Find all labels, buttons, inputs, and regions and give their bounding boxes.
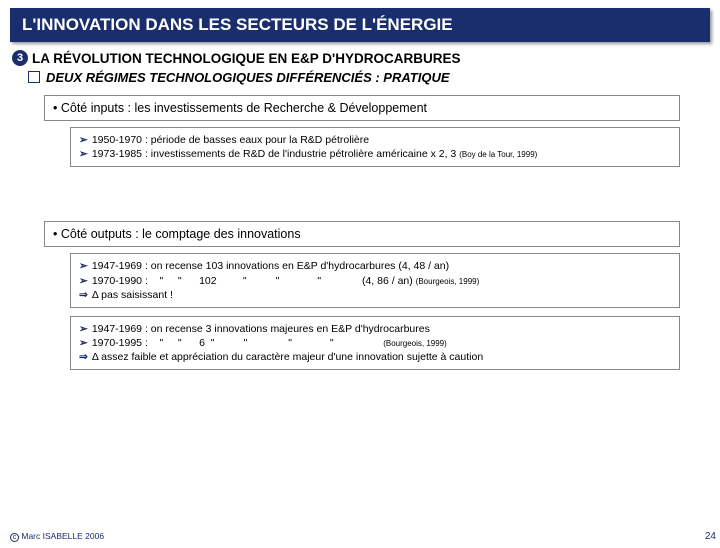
arrow-icon: ⇒ bbox=[79, 288, 88, 302]
list-item: ➢ 1947-1969 : on recense 3 innovations m… bbox=[79, 322, 671, 336]
page-number: 24 bbox=[705, 531, 716, 542]
c-subheading: DEUX RÉGIMES TECHNOLOGIQUES DIFFÉRENCIÉS… bbox=[0, 68, 720, 91]
list-item: ⇒ Δ pas saisissant ! bbox=[79, 288, 671, 302]
chevron-icon: ➢ bbox=[79, 133, 88, 147]
item-text: 1970-1990 : " " 102 " " " (4, 86 / an) (… bbox=[92, 274, 479, 288]
item-main: 1970-1995 : " " 6 " " " " bbox=[92, 337, 383, 349]
item-text: 1973-1985 : investissements de R&D de l'… bbox=[92, 147, 538, 161]
list-item: ➢ 1973-1985 : investissements de R&D de … bbox=[79, 147, 671, 161]
item-text: 1947-1969 : on recense 103 innovations e… bbox=[92, 259, 449, 273]
chevron-icon: ➢ bbox=[79, 336, 88, 350]
block-inputs-detail: ➢ 1950-1970 : période de basses eaux pou… bbox=[70, 127, 680, 167]
c-marker-icon bbox=[28, 71, 40, 83]
chevron-icon: ➢ bbox=[79, 147, 88, 161]
list-item: ⇒ Δ assez faible et appréciation du cara… bbox=[79, 350, 671, 364]
section-number-icon: 3 bbox=[12, 50, 28, 66]
chevron-icon: ➢ bbox=[79, 322, 88, 336]
item-text: 1947-1969 : on recense 3 innovations maj… bbox=[92, 322, 430, 336]
copyright-icon: c bbox=[10, 533, 19, 542]
bullet-outputs: • Côté outputs : le comptage des innovat… bbox=[44, 221, 680, 247]
citation: (Bourgeois, 1999) bbox=[416, 277, 480, 286]
list-item: ➢ 1947-1969 : on recense 103 innovations… bbox=[79, 259, 671, 273]
item-text: 1950-1970 : période de basses eaux pour … bbox=[92, 133, 369, 147]
list-item: ➢ 1970-1990 : " " 102 " " " (4, 86 / an)… bbox=[79, 274, 671, 288]
list-item: ➢ 1970-1995 : " " 6 " " " " (Bourgeois, … bbox=[79, 336, 671, 350]
c-text: DEUX RÉGIMES TECHNOLOGIQUES DIFFÉRENCIÉS… bbox=[46, 70, 450, 85]
slide-title: L'INNOVATION DANS LES SECTEURS DE L'ÉNER… bbox=[10, 8, 710, 42]
item-text: Δ assez faible et appréciation du caract… bbox=[92, 350, 483, 364]
item-text: 1970-1995 : " " 6 " " " " (Bourgeois, 19… bbox=[92, 336, 447, 350]
citation: (Bourgeois, 1999) bbox=[383, 339, 447, 348]
block-outputs-count: ➢ 1947-1969 : on recense 103 innovations… bbox=[70, 253, 680, 308]
item-text: Δ pas saisissant ! bbox=[92, 288, 173, 302]
subtitle-text: LA RÉVOLUTION TECHNOLOGIQUE EN E&P D'HYD… bbox=[32, 51, 461, 66]
section-subtitle: 3 LA RÉVOLUTION TECHNOLOGIQUE EN E&P D'H… bbox=[0, 48, 720, 68]
block-outputs-major: ➢ 1947-1969 : on recense 3 innovations m… bbox=[70, 316, 680, 371]
bullet-inputs: • Côté inputs : les investissements de R… bbox=[44, 95, 680, 121]
list-item: ➢ 1950-1970 : période de basses eaux pou… bbox=[79, 133, 671, 147]
item-main: 1973-1985 : investissements de R&D de l'… bbox=[92, 148, 459, 160]
chevron-icon: ➢ bbox=[79, 259, 88, 273]
item-main: 1970-1990 : " " 102 " " " (4, 86 / an) bbox=[92, 275, 416, 287]
chevron-icon: ➢ bbox=[79, 274, 88, 288]
arrow-icon: ⇒ bbox=[79, 350, 88, 364]
copyright-footer: c Marc ISABELLE 2006 bbox=[10, 531, 104, 542]
citation: (Boy de la Tour, 1999) bbox=[459, 150, 537, 159]
